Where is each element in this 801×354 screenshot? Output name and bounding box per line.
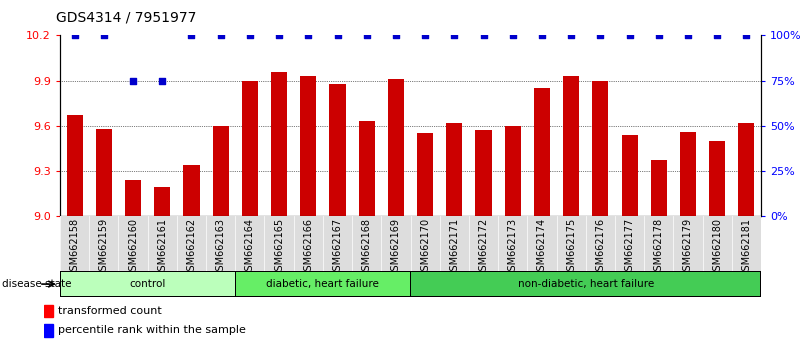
Bar [505,126,521,216]
Point [302,33,315,38]
Text: transformed count: transformed count [58,306,162,316]
Text: GSM662171: GSM662171 [449,218,459,277]
Text: percentile rank within the sample: percentile rank within the sample [58,325,246,336]
Bar [44,305,53,317]
Point [185,33,198,38]
Point [127,78,139,84]
Point [652,33,665,38]
Text: control: control [130,279,166,289]
Point [98,33,111,38]
Bar [183,165,199,216]
Bar [446,123,462,216]
Text: GSM662175: GSM662175 [566,218,576,278]
Point [594,33,606,38]
Bar [739,123,755,216]
Text: GSM662170: GSM662170 [420,218,430,277]
Point [272,33,285,38]
Point [710,33,723,38]
Point [156,78,169,84]
Point [244,33,256,38]
Point [448,33,461,38]
Bar [411,272,760,296]
Bar [534,88,550,216]
Bar [271,72,287,216]
Point [477,33,490,38]
Bar [417,133,433,216]
Point [215,33,227,38]
Text: GSM662158: GSM662158 [70,218,79,277]
Point [623,33,636,38]
Text: GSM662177: GSM662177 [625,218,634,278]
Point [419,33,432,38]
Bar [476,130,492,216]
Point [740,33,753,38]
Point [682,33,694,38]
Text: GSM662174: GSM662174 [537,218,547,277]
Text: non-diabetic, heart failure: non-diabetic, heart failure [517,279,654,289]
Text: GSM662179: GSM662179 [683,218,693,277]
Text: GSM662163: GSM662163 [215,218,226,277]
Text: GSM662166: GSM662166 [304,218,313,277]
Point [331,33,344,38]
Bar [592,80,609,216]
Bar [388,79,404,216]
Point [68,33,81,38]
Text: GSM662160: GSM662160 [128,218,138,277]
Bar [96,129,112,216]
Text: GSM662176: GSM662176 [595,218,606,277]
Text: GSM662165: GSM662165 [274,218,284,277]
Bar [329,84,345,216]
Point [565,33,578,38]
Point [536,33,549,38]
Bar [359,121,375,216]
Text: diabetic, heart failure: diabetic, heart failure [267,279,380,289]
Text: GSM662181: GSM662181 [742,218,751,277]
Bar [709,141,725,216]
Text: GSM662172: GSM662172 [478,218,489,278]
Bar [44,324,53,337]
Text: GSM662167: GSM662167 [332,218,343,277]
Bar [242,80,258,216]
Text: GSM662159: GSM662159 [99,218,109,277]
Bar [212,126,229,216]
Bar [622,135,638,216]
Bar [155,187,171,216]
Text: GSM662180: GSM662180 [712,218,723,277]
Text: GSM662178: GSM662178 [654,218,664,277]
Point [389,33,402,38]
Bar [680,132,696,216]
Text: GSM662162: GSM662162 [187,218,196,277]
Text: GSM662173: GSM662173 [508,218,517,277]
Text: GSM662168: GSM662168 [362,218,372,277]
Text: GSM662161: GSM662161 [157,218,167,277]
Bar [61,272,235,296]
Text: GSM662169: GSM662169 [391,218,401,277]
Bar [66,115,83,216]
Text: disease state: disease state [2,279,71,289]
Bar [650,160,666,216]
Point [360,33,373,38]
Bar [235,272,410,296]
Point [506,33,519,38]
Bar [125,180,141,216]
Text: GDS4314 / 7951977: GDS4314 / 7951977 [56,11,196,25]
Text: GSM662164: GSM662164 [245,218,255,277]
Bar [300,76,316,216]
Bar [563,76,579,216]
